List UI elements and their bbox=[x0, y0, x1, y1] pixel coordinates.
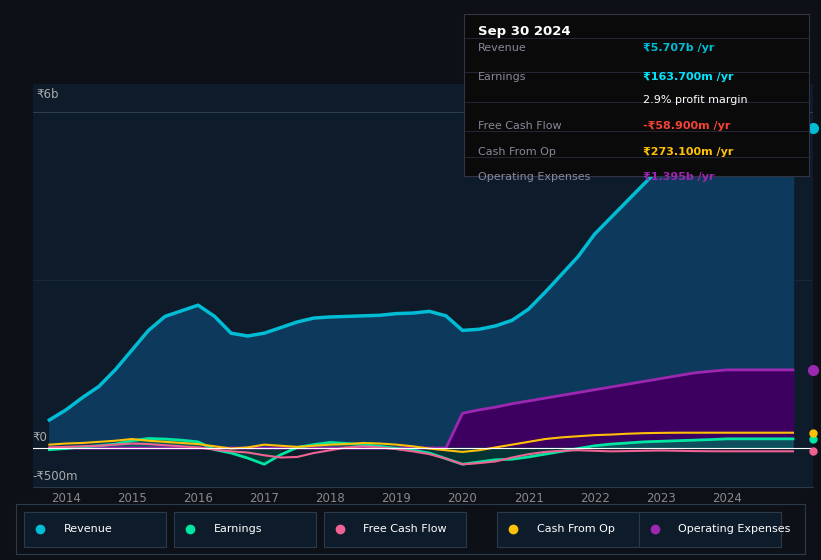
Text: ₹0: ₹0 bbox=[32, 431, 47, 444]
Text: ₹5.707b /yr: ₹5.707b /yr bbox=[643, 43, 714, 53]
FancyBboxPatch shape bbox=[174, 512, 316, 547]
FancyBboxPatch shape bbox=[639, 512, 781, 547]
Text: Sep 30 2024: Sep 30 2024 bbox=[478, 25, 571, 39]
Text: Earnings: Earnings bbox=[213, 524, 262, 534]
Text: Free Cash Flow: Free Cash Flow bbox=[478, 121, 562, 131]
Text: Earnings: Earnings bbox=[478, 72, 526, 82]
Text: Revenue: Revenue bbox=[478, 43, 526, 53]
Text: ₹273.100m /yr: ₹273.100m /yr bbox=[643, 147, 733, 157]
Text: -₹58.900m /yr: -₹58.900m /yr bbox=[643, 121, 731, 131]
Text: ₹6b: ₹6b bbox=[37, 88, 59, 101]
Text: Cash From Op: Cash From Op bbox=[537, 524, 614, 534]
Text: Operating Expenses: Operating Expenses bbox=[478, 171, 590, 181]
Text: 2.9% profit margin: 2.9% profit margin bbox=[643, 95, 748, 105]
Text: Cash From Op: Cash From Op bbox=[478, 147, 556, 157]
FancyBboxPatch shape bbox=[25, 512, 166, 547]
Text: ₹163.700m /yr: ₹163.700m /yr bbox=[643, 72, 734, 82]
Text: Operating Expenses: Operating Expenses bbox=[678, 524, 791, 534]
FancyBboxPatch shape bbox=[498, 512, 639, 547]
Text: ₹1.395b /yr: ₹1.395b /yr bbox=[643, 171, 714, 181]
Text: Free Cash Flow: Free Cash Flow bbox=[363, 524, 447, 534]
FancyBboxPatch shape bbox=[323, 512, 466, 547]
Text: Revenue: Revenue bbox=[64, 524, 112, 534]
Text: -₹500m: -₹500m bbox=[32, 469, 77, 483]
